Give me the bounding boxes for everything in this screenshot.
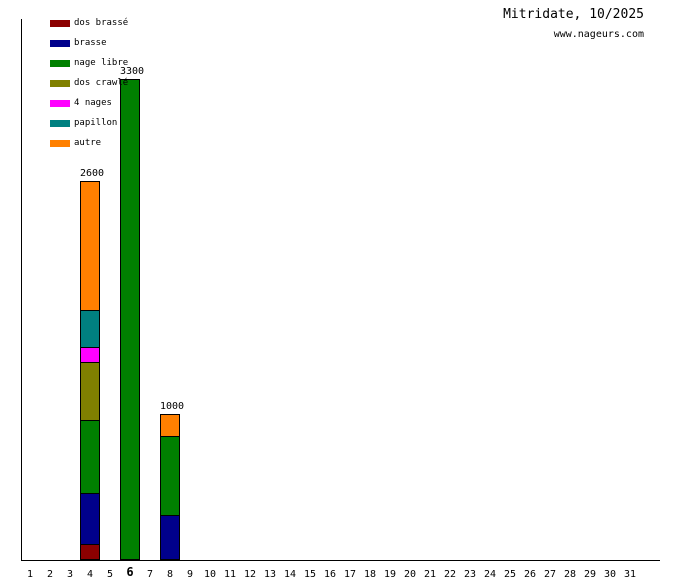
x-axis-label-12: 12 bbox=[243, 569, 257, 580]
x-axis-label-2: 2 bbox=[46, 569, 54, 580]
legend-item-4-nages: 4 nages bbox=[50, 96, 112, 111]
legend-swatch-brasse bbox=[50, 40, 70, 47]
x-axis-label-22: 22 bbox=[443, 569, 457, 580]
legend-item-papillon: papillon bbox=[50, 116, 117, 131]
x-axis-label-9: 9 bbox=[186, 569, 194, 580]
x-axis-label-26: 26 bbox=[523, 569, 537, 580]
legend-swatch-dos-crawl bbox=[50, 80, 70, 87]
bar-total-label: 1000 bbox=[160, 401, 185, 412]
bar-segment-nage-libre bbox=[161, 436, 179, 516]
x-axis-label-31: 31 bbox=[623, 569, 637, 580]
bar-segment-papillon bbox=[81, 310, 99, 348]
legend-label: 4 nages bbox=[74, 98, 112, 108]
x-axis-label-15: 15 bbox=[303, 569, 317, 580]
bar-segment-autre bbox=[81, 182, 99, 311]
x-axis-label-23: 23 bbox=[463, 569, 477, 580]
x-axis-label-13: 13 bbox=[263, 569, 277, 580]
x-axis-line bbox=[21, 560, 660, 561]
bar-segment-nage-libre bbox=[121, 80, 139, 559]
legend-item-dos-brass: dos brassé bbox=[50, 16, 128, 31]
x-axis-label-7: 7 bbox=[146, 569, 154, 580]
x-axis-label-6: 6 bbox=[126, 565, 134, 579]
x-axis-label-8: 8 bbox=[166, 569, 174, 580]
bar-day-6 bbox=[120, 79, 140, 560]
bar-segment-autre bbox=[161, 415, 179, 437]
x-axis-label-16: 16 bbox=[323, 569, 337, 580]
x-axis-label-17: 17 bbox=[343, 569, 357, 580]
legend-item-nage-libre: nage libre bbox=[50, 56, 128, 71]
x-axis-label-14: 14 bbox=[283, 569, 297, 580]
legend-label: brasse bbox=[74, 38, 107, 48]
x-axis-label-21: 21 bbox=[423, 569, 437, 580]
legend-item-autre: autre bbox=[50, 136, 101, 151]
legend-label: dos brassé bbox=[74, 18, 129, 28]
page-title: Mitridate, 10/2025 bbox=[503, 7, 644, 22]
bar-day-8 bbox=[160, 414, 180, 560]
chart-header: Mitridate, 10/2025 www.nageurs.com bbox=[503, 6, 644, 41]
site-url: www.nageurs.com bbox=[553, 29, 644, 40]
x-axis-label-29: 29 bbox=[583, 569, 597, 580]
legend-label: nage libre bbox=[74, 58, 129, 68]
x-axis-label-10: 10 bbox=[203, 569, 217, 580]
bar-segment-brasse bbox=[161, 515, 179, 559]
x-axis-label-3: 3 bbox=[66, 569, 74, 580]
legend-label: dos crawlé bbox=[74, 78, 129, 88]
bar-segment-dos-crawl bbox=[81, 362, 99, 421]
x-axis-label-25: 25 bbox=[503, 569, 517, 580]
legend-label: autre bbox=[74, 138, 102, 148]
y-axis-line bbox=[21, 19, 22, 561]
legend-swatch-papillon bbox=[50, 120, 70, 127]
bar-segment-nage-libre bbox=[81, 420, 99, 493]
legend-swatch-4-nages bbox=[50, 100, 70, 107]
x-axis-label-4: 4 bbox=[86, 569, 94, 580]
x-axis-label-18: 18 bbox=[363, 569, 377, 580]
x-axis-label-30: 30 bbox=[603, 569, 617, 580]
legend-swatch-dos-brass bbox=[50, 20, 70, 27]
x-axis-label-20: 20 bbox=[403, 569, 417, 580]
bar-segment-4-nages bbox=[81, 347, 99, 363]
bar-total-label: 2600 bbox=[80, 168, 105, 179]
x-axis-label-24: 24 bbox=[483, 569, 497, 580]
x-axis-label-11: 11 bbox=[223, 569, 237, 580]
x-axis-label-5: 5 bbox=[106, 569, 114, 580]
bar-segment-brasse bbox=[81, 492, 99, 544]
legend-item-brasse: brasse bbox=[50, 36, 107, 51]
bar-segment-dos-brass bbox=[81, 543, 99, 559]
legend-swatch-autre bbox=[50, 140, 70, 147]
x-axis-label-1: 1 bbox=[26, 569, 34, 580]
bar-total-label: 3300 bbox=[120, 66, 145, 77]
x-axis-label-19: 19 bbox=[383, 569, 397, 580]
bar-day-4 bbox=[80, 181, 100, 560]
legend-item-dos-crawl: dos crawlé bbox=[50, 76, 128, 91]
x-axis-label-28: 28 bbox=[563, 569, 577, 580]
legend-label: papillon bbox=[74, 118, 118, 128]
legend-swatch-nage-libre bbox=[50, 60, 70, 67]
x-axis-label-27: 27 bbox=[543, 569, 557, 580]
